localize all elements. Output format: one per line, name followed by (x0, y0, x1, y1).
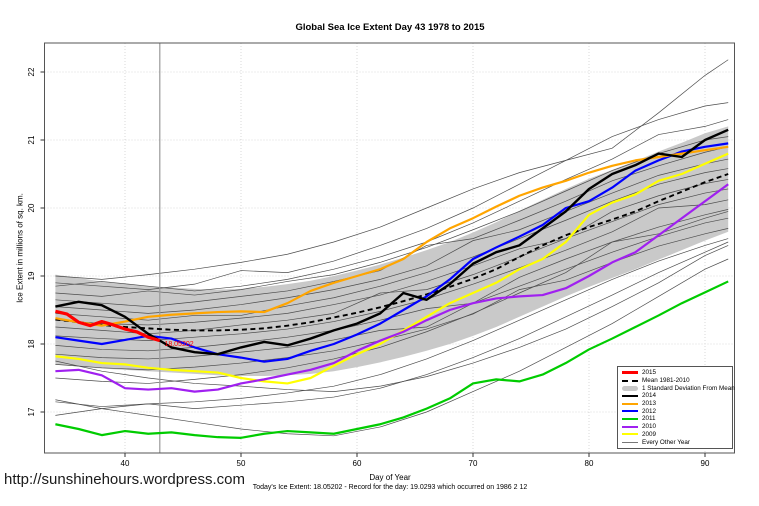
ice-extent-annotation: 18.05202 (164, 341, 193, 348)
every-other-year-line (55, 158, 729, 314)
every-other-year-line (55, 238, 729, 416)
legend-item: 2009 (622, 431, 730, 438)
y-tick-label: 19 (27, 271, 36, 280)
legend-item: 2014 (622, 392, 730, 399)
legend-item: 2010 (622, 423, 730, 430)
legend-label: 2011 (642, 415, 656, 423)
every-other-year-line (55, 258, 729, 437)
legend-swatch-2015 (622, 371, 638, 375)
legend-label: 2010 (642, 423, 657, 431)
std-deviation-band (55, 126, 729, 376)
legend-swatch-2013 (622, 402, 638, 405)
legend-label: Mean 1981-2010 (642, 377, 690, 385)
legend-swatch-every-other-year (622, 441, 638, 443)
x-tick-label: 70 (469, 459, 478, 468)
legend-item: 2012 (622, 408, 730, 415)
x-tick-label: 80 (585, 459, 594, 468)
legend-item: Every Other Year (622, 439, 730, 446)
legend-label: 2015 (642, 369, 657, 377)
legend-item: 1 Standard Deviation From Mean (622, 385, 735, 392)
legend-item: Mean 1981-2010 (622, 377, 730, 384)
legend-label: 2013 (642, 400, 657, 408)
legend-item: 2015 (622, 369, 730, 376)
x-tick-label: 50 (237, 459, 246, 468)
x-tick-label: 40 (121, 459, 130, 468)
series-2011-line (55, 280, 729, 439)
x-tick-label: 60 (353, 459, 362, 468)
every-other-year-line (55, 228, 729, 371)
every-other-year-line (55, 209, 729, 352)
every-other-year-line (55, 59, 729, 280)
y-axis-label: Ice Extent in millions of sq. km. (15, 193, 25, 303)
every-other-year-line (55, 188, 729, 335)
y-tick-label: 22 (27, 67, 36, 76)
every-other-year-line (55, 241, 729, 409)
every-other-year-line (55, 217, 729, 360)
plot-border (44, 42, 735, 454)
legend-label: 2012 (642, 407, 657, 415)
every-other-year-line (55, 136, 729, 297)
legend-swatch-1-standard-deviation-from-mean (622, 385, 638, 391)
series-2014-line (55, 128, 729, 356)
y-tick-label: 18 (27, 339, 36, 348)
legend-swatch-2014 (622, 394, 638, 397)
chart-caption: Today's Ice Extent: 18.05202 - Record fo… (252, 484, 528, 491)
y-tick-label: 20 (27, 203, 36, 212)
legend-swatch-2009 (622, 433, 638, 436)
legend-item: 2011 (622, 415, 730, 422)
series-2013-line (55, 145, 729, 327)
legend-label: 2009 (642, 430, 657, 438)
mean-1981-2010-line (55, 173, 729, 332)
y-tick-label: 21 (27, 135, 36, 144)
legend-swatch-2011 (622, 417, 638, 420)
legend-label: Every Other Year (642, 438, 690, 446)
legend-item: 2013 (622, 400, 730, 407)
series-2015-line (55, 309, 161, 343)
legend-label: 2014 (642, 392, 657, 400)
series-2012-line (55, 142, 729, 363)
every-other-year-line (55, 102, 729, 290)
legend-swatch-mean-1981-2010 (622, 379, 638, 382)
y-tick-label: 17 (27, 407, 36, 416)
watermark-url: http://sunshinehours.wordpress.com (4, 471, 245, 488)
chart-title: Global Sea Ice Extent Day 43 1978 to 201… (295, 22, 485, 33)
series-2010-line (55, 183, 729, 393)
legend: 2015 Mean 1981-2010 1 Standard Deviation F… (617, 366, 735, 449)
x-axis-label: Day of Year (369, 473, 411, 482)
legend-label: 1 Standard Deviation From Mean (642, 384, 735, 392)
legend-swatch-2012 (622, 410, 638, 413)
legend-swatch-2010 (622, 425, 638, 428)
x-tick-label: 90 (701, 459, 710, 468)
every-other-year-line (55, 119, 729, 292)
every-other-year-line (55, 211, 729, 384)
every-other-year-line (55, 168, 729, 321)
plot-area (44, 43, 735, 453)
every-other-year-line (55, 179, 729, 326)
